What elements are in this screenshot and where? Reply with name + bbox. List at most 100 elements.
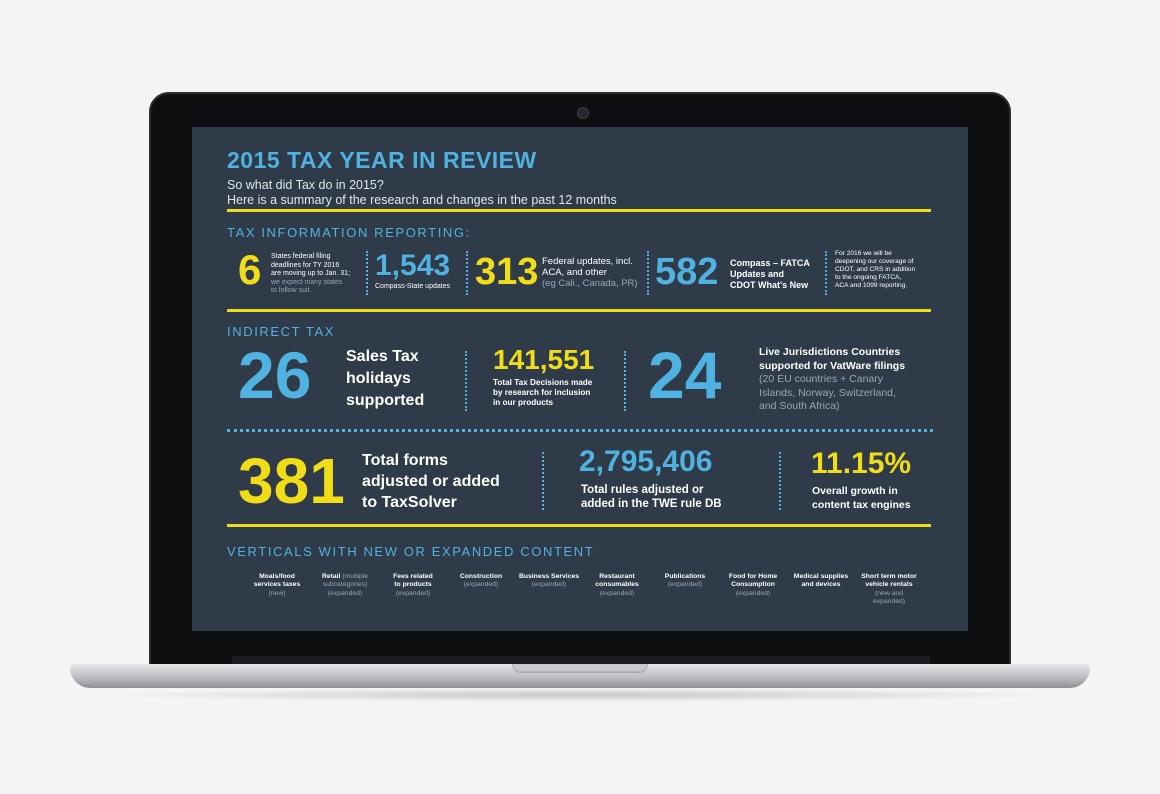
vertical-name: and devices	[801, 581, 841, 589]
section-title-verticals: VERTICALS WITH NEW OR EXPANDED CONTENT	[227, 544, 595, 559]
vertical-status: (expanded)	[327, 589, 363, 597]
section-title-indirect-tax: INDIRECT TAX	[227, 324, 336, 339]
page-subtitle: So what did Tax do in 2015? Here is a su…	[227, 178, 617, 208]
vertical-name: Short term motor	[861, 573, 917, 580]
note-line: CDOT, and CRS in addition	[835, 266, 916, 273]
dotted-divider	[647, 251, 649, 295]
desc-line: States federal filing	[271, 253, 331, 260]
infographic-screen: 2015 TAX YEAR IN REVIEW So what did Tax …	[192, 127, 968, 631]
stat-description: Sales Tax holidays supported	[346, 346, 424, 412]
stat-description: States federal filing deadlines for TY 2…	[271, 253, 350, 296]
vertical-item: Construction (expanded)	[446, 573, 516, 590]
desc-line: supported	[346, 392, 425, 409]
desc-line: adjusted or added	[362, 473, 500, 490]
stat-description: Compass-State updates	[375, 283, 451, 290]
note-line: ACA and 1099 reporting.	[835, 282, 908, 289]
desc-line: Islands, Norway, Switzerland,	[759, 386, 896, 399]
desc-line: deadlines for TY 2016	[271, 261, 340, 269]
stat-description: Federal updates, incl. ACA, and other (e…	[542, 256, 638, 289]
desc-line: Total forms	[362, 452, 448, 469]
vertical-item: Business Services (expanded)	[514, 573, 584, 590]
section-title-tax-info: TAX INFORMATION REPORTING:	[227, 225, 471, 240]
stat-value: 141,551	[493, 344, 595, 375]
dotted-divider	[227, 429, 933, 432]
desc-line: added in the TWE rule DB	[581, 498, 722, 510]
desc-line: Updates and	[730, 269, 785, 279]
stat-value: 2,795,406	[579, 445, 713, 478]
page-title: 2015 TAX YEAR IN REVIEW	[227, 147, 537, 173]
note-line: deepening our coverage of	[835, 258, 914, 265]
vertical-status: (expanded)	[463, 581, 499, 589]
note-line: For 2016 we will be	[835, 250, 892, 257]
desc-line: in our products	[493, 398, 554, 407]
dotted-divider	[465, 351, 467, 411]
laptop-notch	[512, 664, 648, 673]
stat-description: Total rules adjusted or added in the TWE…	[581, 483, 722, 511]
laptop-hinge	[232, 656, 930, 664]
vertical-name: Business Services	[518, 573, 580, 580]
dotted-divider	[542, 452, 544, 510]
vertical-status: (expanded)	[599, 589, 635, 597]
desc-line: we expect many states	[271, 278, 343, 286]
vertical-item: Restaurant consumables (expanded)	[582, 573, 652, 598]
dotted-divider	[366, 251, 368, 295]
vertical-status: (new)	[268, 589, 286, 597]
note-line: to the ongoing FATCA,	[835, 274, 902, 281]
vertical-status: (expanded)	[531, 581, 567, 589]
desc-line: Total rules adjusted or	[581, 484, 704, 496]
stat-description: Overall growth in content tax engines	[812, 485, 911, 512]
vertical-status: expanded)	[872, 598, 906, 606]
vertical-item: Food for Home Consumption (expanded)	[718, 573, 788, 598]
vertical-status: (expanded)	[395, 589, 431, 597]
dotted-divider	[466, 251, 468, 295]
desc-line: Sales Tax	[346, 348, 419, 365]
vertical-item: Fees related to products (expanded)	[378, 573, 448, 598]
vertical-name: Food for Home	[728, 573, 778, 580]
vertical-item: Medical supplies and devices	[786, 573, 856, 590]
vertical-name: Restaurant	[599, 573, 635, 580]
stat-description: Total forms adjusted or added to TaxSolv…	[362, 450, 500, 513]
desc-line: are moving up to Jan. 31;	[271, 270, 350, 277]
vertical-name: Consumption	[731, 581, 775, 589]
vertical-status: (expanded)	[667, 581, 703, 589]
vertical-name: Publications	[664, 573, 706, 580]
laptop-shadow	[90, 688, 1070, 702]
vertical-status: (expanded)	[735, 589, 771, 597]
desc-line: (eg Cali., Canada, PR)	[542, 278, 638, 289]
stat-value: 26	[238, 338, 312, 412]
desc-line: holidays	[346, 370, 411, 387]
stat-value: 1,543	[375, 249, 451, 282]
stat-description: Live Jurisdictions Countries supported f…	[759, 346, 905, 414]
vertical-name: consumables	[595, 581, 639, 589]
future-note: For 2016 we will be deepening our covera…	[835, 250, 915, 290]
desc-line: CDOT What's New	[730, 280, 809, 290]
vertical-status: (new and	[875, 589, 903, 597]
stat-value: 582	[655, 251, 719, 293]
desc-line: Live Jurisdictions Countries	[759, 346, 901, 358]
vertical-item: Moals/food services taxes (new)	[242, 573, 312, 598]
webcam-icon	[577, 107, 589, 119]
vertical-name: Construction	[459, 573, 503, 580]
subtitle-line-1: So what did Tax do in 2015?	[227, 178, 384, 192]
vertical-name: vehicle rentals	[865, 581, 913, 589]
stat-description: Total Tax Decisions made by research for…	[493, 378, 592, 408]
subtitle-line-2: Here is a summary of the research and ch…	[227, 193, 617, 207]
desc-line: Overall growth in	[812, 485, 898, 497]
vertical-status: subcategories)	[322, 581, 368, 589]
stat-value: 24	[648, 338, 722, 412]
vertical-name: Fees related	[393, 573, 433, 580]
stat-value: 313	[475, 251, 539, 293]
vertical-name: Medical supplies	[793, 573, 849, 580]
stat-value: 6	[238, 246, 262, 293]
desc-line: content tax engines	[812, 498, 911, 511]
vertical-item: Short term motor vehicle rentals (new an…	[854, 573, 924, 607]
dotted-divider	[779, 452, 781, 510]
vertical-name: Moals/food	[259, 573, 295, 580]
desc-line: by research for inclusion	[493, 388, 591, 397]
vertical-name: services taxes	[253, 581, 301, 589]
vertical-name: Retail	[321, 573, 341, 580]
yellow-divider	[227, 309, 931, 312]
dotted-divider	[825, 251, 827, 295]
desc-line: ACA, and other	[542, 267, 607, 278]
desc-line: Total Tax Decisions made	[493, 378, 593, 387]
